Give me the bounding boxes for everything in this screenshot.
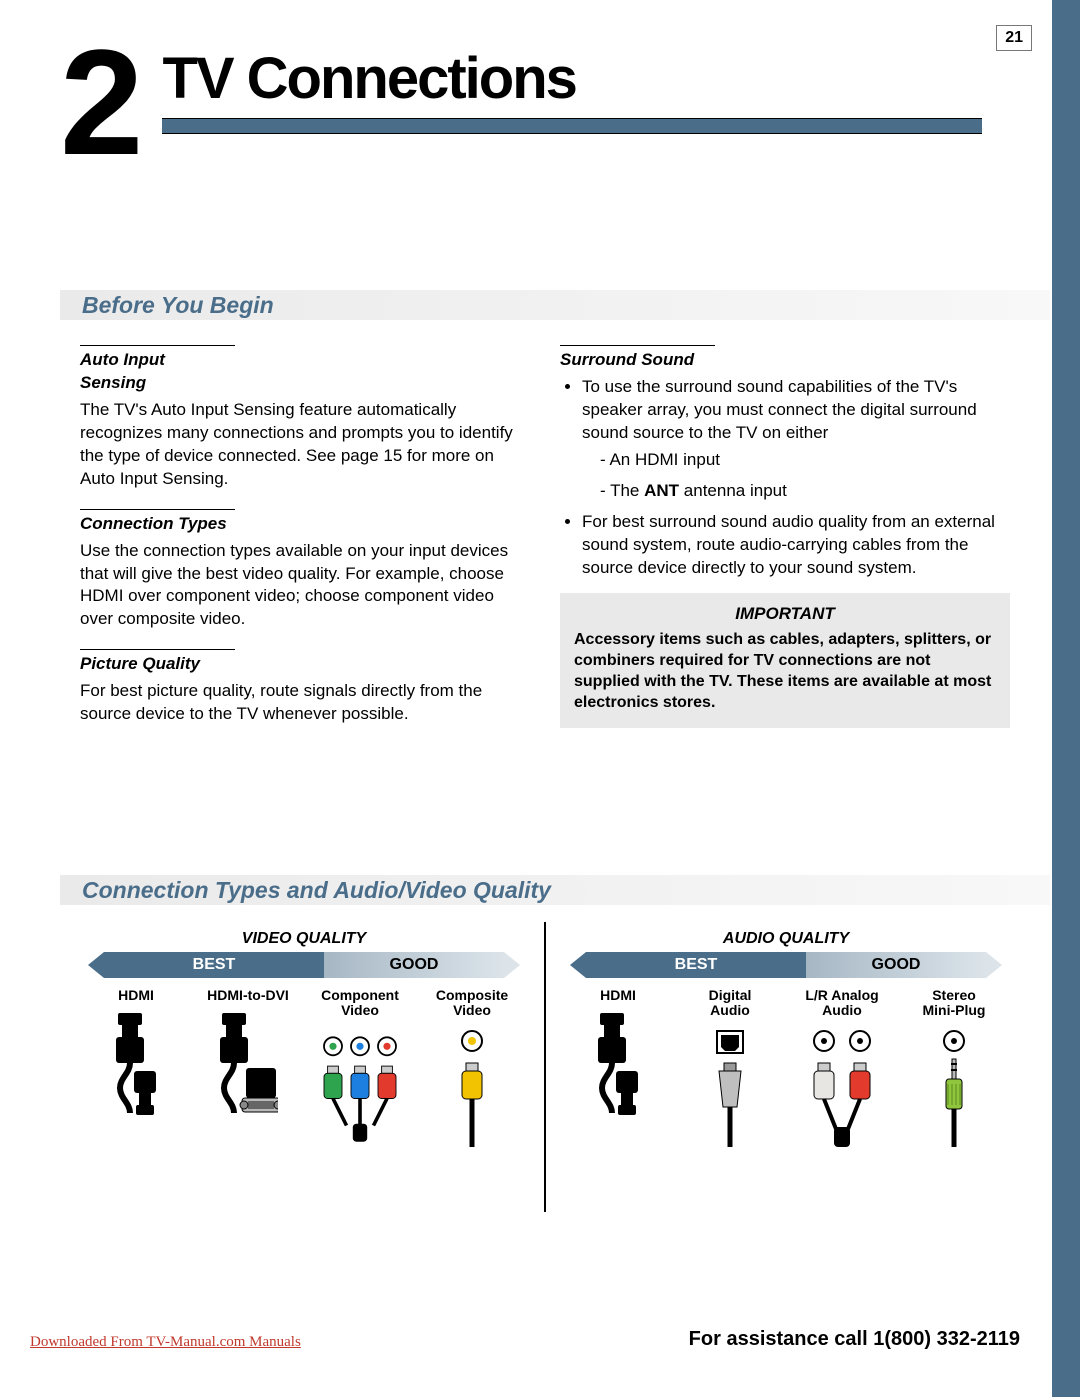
conn-digital-audio: Digital Audio [685,988,775,1159]
footer-download-link[interactable]: Downloaded From TV-Manual.com Manuals [30,1334,301,1351]
chapter-number: 2 [60,35,137,170]
video-quality-label: VIDEO QUALITY [80,930,528,948]
miniplug-icon [909,1029,999,1159]
scale-bar: BEST GOOD [104,952,504,978]
scale-best: BEST [586,952,806,978]
scale-bar: BEST GOOD [586,952,986,978]
page-number: 21 [996,25,1032,51]
conn-hdmi: HDMI [91,988,181,1159]
conn-analog-audio: L/R Analog Audio [797,988,887,1159]
important-box: IMPORTANT Accessory items such as cables… [560,593,1010,727]
hdmi-icon [573,1013,663,1143]
hdmi-icon [91,1013,181,1143]
section-bar-before: Before You Begin [60,290,1050,320]
chapter-rule [162,118,982,134]
para: The TV's Auto Input Sensing feature auto… [80,399,530,491]
bullet: For best surround sound audio quality fr… [582,511,1010,580]
para: For best picture quality, route signals … [80,680,530,726]
para: Use the connection types available on yo… [80,540,530,632]
chapter-header: 2 TV Connections [60,35,982,170]
subhead-auto-input: Auto Input Sensing [80,345,235,395]
vertical-divider [544,922,546,1212]
right-accent-bar [1052,0,1080,1397]
conn-miniplug: Stereo Mini-Plug [909,988,999,1159]
dash-item: An HDMI input [600,449,1010,472]
quality-diagram: VIDEO QUALITY BEST GOOD HDMI [80,930,1010,1212]
right-column: Surround Sound To use the surround sound… [560,345,1010,744]
chapter-title: TV Connections [162,45,982,112]
subhead-picture-quality: Picture Quality [80,649,235,676]
digital-audio-icon [685,1029,775,1159]
hdmi-dvi-icon [203,1013,293,1143]
composite-icon [427,1029,517,1159]
conn-hdmi-audio: HDMI [573,988,663,1159]
dash-item: The ANT antenna input [600,480,1010,503]
bullet: To use the surround sound capabilities o… [582,376,1010,503]
section-title: Connection Types and Audio/Video Quality [82,877,551,904]
video-connectors-row: HDMI HD [80,988,528,1159]
video-quality-side: VIDEO QUALITY BEST GOOD HDMI [80,930,528,1212]
conn-component: Component Video [315,988,405,1159]
analog-audio-icon [797,1029,887,1159]
audio-quality-label: AUDIO QUALITY [562,930,1010,948]
scale-good: GOOD [806,952,986,978]
important-title: IMPORTANT [574,603,996,626]
conn-hdmi-dvi: HDMI-to-DVI [203,988,293,1159]
subhead-conn-types: Connection Types [80,509,235,536]
scale-good: GOOD [324,952,504,978]
audio-connectors-row: HDMI Di [562,988,1010,1159]
section-title: Before You Begin [82,292,274,319]
audio-quality-side: AUDIO QUALITY BEST GOOD HDMI [562,930,1010,1212]
scale-best: BEST [104,952,324,978]
left-column: Auto Input Sensing The TV's Auto Input S… [80,345,530,744]
conn-composite: Composite Video [427,988,517,1159]
subhead-surround: Surround Sound [560,345,715,372]
component-icon [315,1029,405,1159]
section-bar-quality: Connection Types and Audio/Video Quality [60,875,1050,905]
footer-assistance: For assistance call 1(800) 332-2119 [689,1328,1020,1351]
important-body: Accessory items such as cables, adapters… [574,630,996,713]
columns: Auto Input Sensing The TV's Auto Input S… [80,345,1010,744]
